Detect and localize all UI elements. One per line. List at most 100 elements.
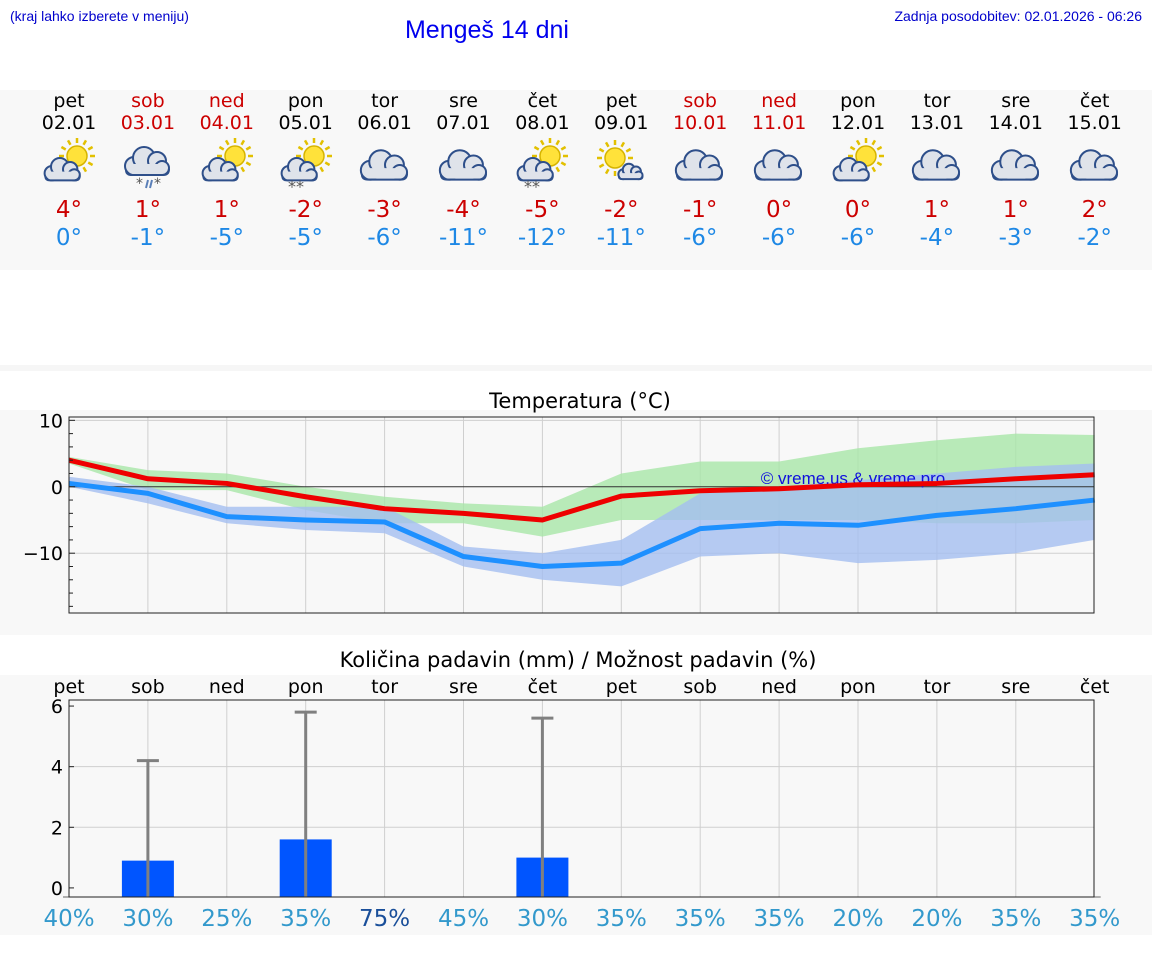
precip-day-label: sre xyxy=(1001,676,1030,698)
day-column: ned 11.01 0° -6° xyxy=(740,90,818,252)
temp-min: -11° xyxy=(438,225,489,251)
cloudy-icon xyxy=(911,149,960,181)
day-name: tor xyxy=(371,90,399,112)
temp-max: -4° xyxy=(446,197,481,223)
temp-min: -6° xyxy=(840,225,876,251)
temp-plot-frame xyxy=(68,416,1095,614)
precip-day-label: sre xyxy=(449,676,478,698)
temp-max: -2° xyxy=(604,197,639,223)
precip-day-label: pon xyxy=(288,676,324,698)
temp-max: 2° xyxy=(1081,197,1108,223)
precip-probability: 20% xyxy=(911,906,962,932)
temp-min: -5° xyxy=(209,225,245,251)
day-name: ned xyxy=(208,90,245,112)
temp-min: -5° xyxy=(288,225,323,251)
day-name: pet xyxy=(53,90,85,112)
day-column: ned 04.01 1° -5° xyxy=(188,90,266,252)
temp-min: -2° xyxy=(1077,225,1112,251)
partly-cloudy-icon xyxy=(201,138,253,182)
precip-day-label: čet xyxy=(528,676,558,698)
day-name: pet xyxy=(605,90,637,112)
temp-max: 1° xyxy=(1002,197,1029,223)
day-column: pet 09.01 -2° -11° xyxy=(582,90,660,252)
day-name: ned xyxy=(761,90,797,112)
precip-tick-label: 2 xyxy=(51,817,63,839)
location-hint: (kraj lahko izberete v meniju) xyxy=(10,8,189,24)
partly-cloudy-snow-icon: ** xyxy=(280,138,332,194)
day-date: 09.01 xyxy=(594,112,649,134)
temp-min: -11° xyxy=(596,225,646,251)
precip-probability: 35% xyxy=(1069,906,1120,932)
page-title: Mengeš 14 dni xyxy=(404,16,569,44)
precip-probability: 35% xyxy=(596,906,647,932)
precip-chart-title: Količina padavin (mm) / Možnost padavin … xyxy=(340,648,817,672)
precip-probability: 35% xyxy=(990,906,1041,932)
day-date: 06.01 xyxy=(357,112,412,134)
temp-max: 4° xyxy=(55,197,83,223)
day-column: sob 03.01 * * 1° -1° xyxy=(109,90,187,252)
day-name: sre xyxy=(449,90,478,112)
precip-probability: 30% xyxy=(517,906,568,932)
temp-min: -6° xyxy=(682,225,718,251)
precip-plot-area xyxy=(69,700,1094,897)
day-name: pon xyxy=(840,90,876,112)
divider xyxy=(0,365,1152,371)
precip-day-label: sob xyxy=(683,676,717,698)
temp-min: 0° xyxy=(55,225,83,251)
precip-probability: 35% xyxy=(675,906,726,932)
day-name: tor xyxy=(923,90,951,112)
day-name: pon xyxy=(287,90,324,112)
temp-chart-title: Temperatura (°C) xyxy=(488,389,671,413)
cloudy-icon xyxy=(1069,149,1118,181)
temp-min: -6° xyxy=(761,225,797,251)
temp-max: 1° xyxy=(134,197,161,223)
precip-day-label: pet xyxy=(53,676,84,698)
max-temp-line xyxy=(68,457,1095,523)
day-column: pon 12.01 0° -6° xyxy=(819,90,897,252)
precip-day-label: pon xyxy=(840,676,876,698)
temp-max: -3° xyxy=(367,197,402,223)
day-date: 12.01 xyxy=(830,112,886,134)
precip-tick-label: 4 xyxy=(51,757,63,779)
partly-cloudy-snow-icon: ** xyxy=(516,138,569,194)
precip-day-label: ned xyxy=(761,676,797,698)
precip-probability: 30% xyxy=(122,906,173,932)
day-date: 03.01 xyxy=(120,112,176,134)
svg-text:*: * xyxy=(154,176,161,192)
temp-max: -1° xyxy=(682,197,718,223)
min-temp-line xyxy=(68,480,1095,569)
day-column: čet 15.01 2° -2° xyxy=(1056,90,1134,252)
temp-min: -3° xyxy=(998,225,1034,251)
temp-max: 0° xyxy=(766,197,793,223)
precip-tick-label: 0 xyxy=(51,878,63,900)
day-date: 10.01 xyxy=(672,112,728,134)
day-name: sre xyxy=(1001,90,1031,112)
precip-day-label: tor xyxy=(371,676,398,698)
temp-tick-label: −10 xyxy=(23,543,63,565)
day-column: sre 14.01 1° -3° xyxy=(977,90,1055,252)
day-date: 04.01 xyxy=(199,112,254,134)
precip-day-label: pet xyxy=(606,676,637,698)
cloudy-icon xyxy=(675,149,724,181)
precip-day-label: sob xyxy=(131,676,165,698)
precip-probability: 25% xyxy=(201,906,252,932)
day-date: 07.01 xyxy=(436,112,491,134)
day-date: 11.01 xyxy=(751,112,807,134)
precip-probability: 35% xyxy=(754,906,805,932)
precip-day-label: ned xyxy=(209,676,245,698)
temp-max: 1° xyxy=(213,197,240,223)
day-date: 02.01 xyxy=(41,112,97,134)
temp-min: -4° xyxy=(919,225,955,251)
day-name: sob xyxy=(131,90,165,112)
precip-tick-label: 6 xyxy=(51,696,63,718)
day-date: 05.01 xyxy=(278,112,333,134)
day-name: čet xyxy=(527,90,558,112)
daily-forecast: pet 02.01 4° 0° sob 03.01 * * 1° -1° ned 04.01 1° -5°… xyxy=(0,90,1152,270)
day-column: tor 06.01 -3° -6° xyxy=(346,90,424,252)
day-column: sre 07.01 -4° -11° xyxy=(425,90,503,252)
day-date: 15.01 xyxy=(1067,112,1122,134)
day-column: pon 05.01 ** -2° -5° xyxy=(267,90,345,252)
temp-min: -6° xyxy=(367,225,402,251)
partly-cloudy-icon xyxy=(43,138,95,182)
